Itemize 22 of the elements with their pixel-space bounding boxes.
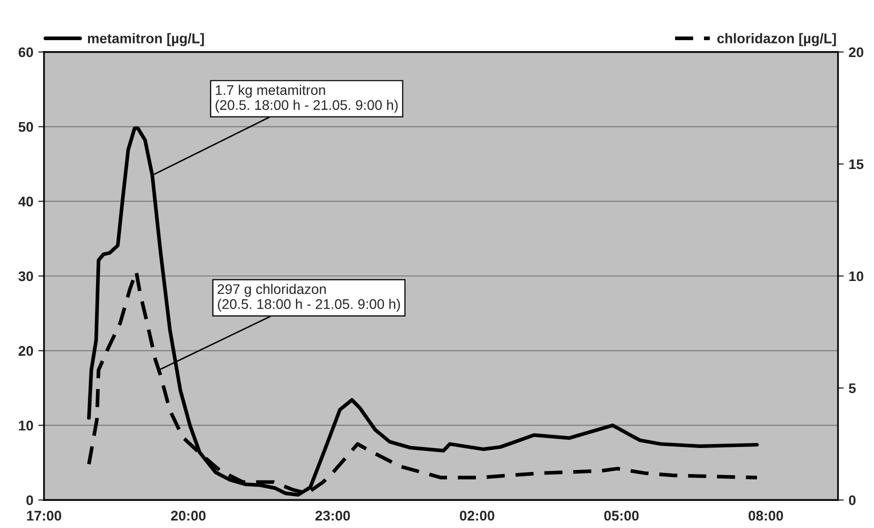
y-tick-label: 20 [18, 346, 34, 356]
x-tick-label: 23:00 [315, 510, 350, 521]
y2-tick-label: 0 [848, 495, 856, 506]
y-tick-label: 50 [18, 122, 34, 132]
x-tick-label: 08:00 [748, 510, 784, 521]
y-tick-label: 60 [18, 47, 34, 58]
legend-label: metamitron [µg/L] [88, 33, 204, 46]
y-tick-label: 40 [18, 196, 34, 207]
legend-label: chloridazon [µg/L] [717, 33, 836, 46]
x-tick-label: 05:00 [604, 510, 639, 521]
y-tick-label: 0 [26, 495, 34, 506]
y2-tick-label: 20 [848, 47, 864, 58]
x-tick-label: 02:00 [460, 510, 494, 521]
y-tick-label: 10 [19, 420, 34, 431]
x-tick-label: 17:00 [27, 510, 62, 521]
y2-tick-label: 5 [848, 383, 856, 394]
y-tick-label: 30 [18, 271, 34, 282]
y2-tick-label: 15 [849, 159, 864, 170]
annotation: 297 g chloridazon (20.5. 18:00 h - 21.05. 9:00 h) [218, 284, 400, 312]
annotation: 1.7 kg metamitron (20.5. 18:00 h - 21.05. 9:00 h) [216, 84, 398, 113]
x-tick-label: 20:00 [171, 510, 206, 521]
y2-tick-label: 10 [849, 271, 864, 282]
